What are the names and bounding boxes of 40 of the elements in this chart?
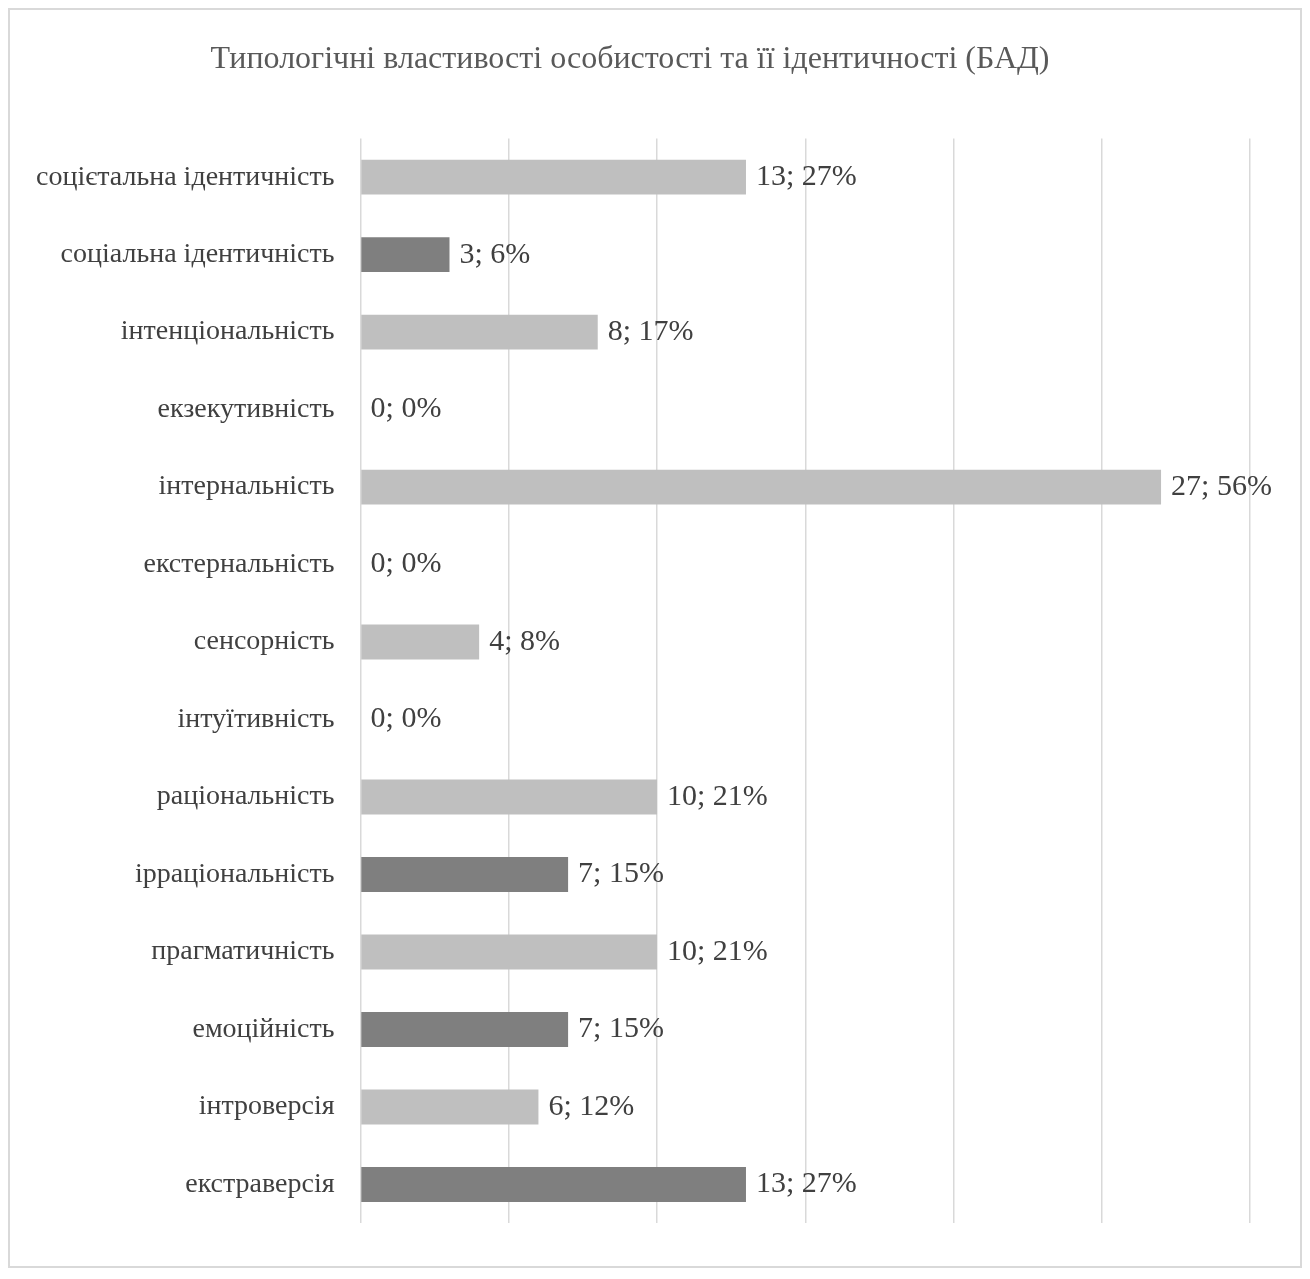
data-label: 8; 17%	[607, 312, 694, 346]
y-tick-label: інтуїтивність	[177, 701, 335, 733]
y-tick-label: соцієтальна ідентичність	[35, 159, 335, 191]
data-label: 0; 0%	[370, 390, 442, 424]
y-tick-label: інтернальність	[158, 469, 335, 501]
bar	[361, 237, 450, 273]
data-label: 13; 27%	[755, 1165, 857, 1199]
data-label: 4; 8%	[489, 622, 560, 656]
bar	[361, 624, 480, 660]
data-label: 7; 15%	[578, 855, 664, 889]
y-tick-label: інтроверсія	[198, 1089, 335, 1121]
y-tick-label: соціальна ідентичність	[60, 236, 335, 268]
bar	[361, 159, 746, 195]
data-label: 10; 21%	[667, 932, 768, 966]
data-label: 27; 56%	[1171, 467, 1272, 501]
y-tick-label: екзекутивність	[157, 391, 335, 423]
bar	[361, 314, 598, 350]
bar	[361, 857, 569, 892]
bar	[361, 1089, 539, 1125]
chart-title: Типологічні властивості особистості та її ідентичності (БАД)	[210, 38, 1050, 75]
data-label: 10; 21%	[667, 777, 768, 811]
y-tick-label: екстернальність	[143, 546, 335, 578]
data-label: 13; 27%	[755, 158, 857, 192]
y-tick-label: інтенціональність	[120, 314, 335, 346]
bar	[361, 934, 658, 970]
y-tick-label: емоційність	[192, 1011, 335, 1043]
bar	[361, 1012, 569, 1047]
data-label: 6; 12%	[548, 1087, 635, 1121]
y-tick-label: сенсорність	[193, 624, 335, 656]
y-tick-label: прагматичність	[151, 934, 335, 966]
data-label: 0; 0%	[370, 700, 442, 734]
data-label: 3; 6%	[459, 235, 531, 269]
bar	[361, 1167, 746, 1202]
y-tick-label: раціональність	[156, 779, 335, 811]
bar	[361, 469, 1162, 505]
data-label: 0; 0%	[370, 545, 442, 579]
y-tick-label: ірраціональність	[134, 856, 335, 888]
y-tick-label: екстраверсія	[185, 1166, 335, 1198]
data-label: 7; 15%	[578, 1010, 664, 1044]
bar	[361, 779, 658, 815]
